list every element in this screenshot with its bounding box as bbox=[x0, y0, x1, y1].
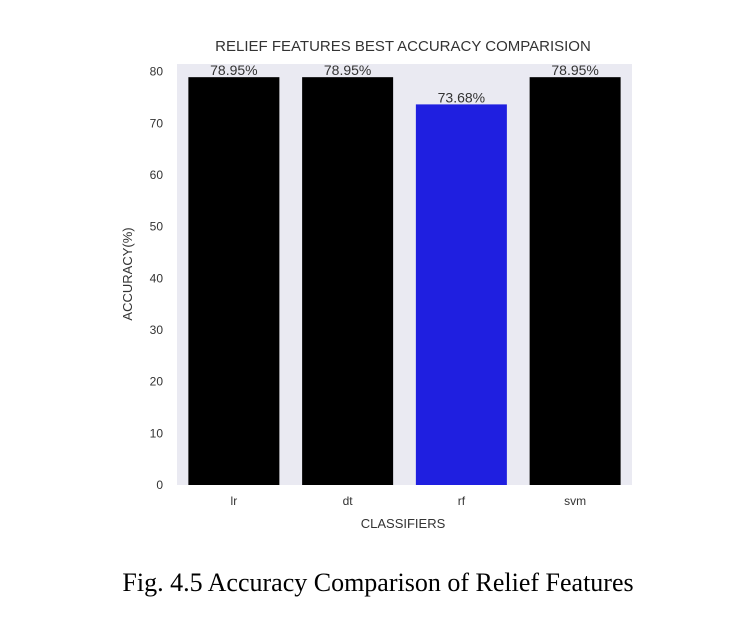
y-ticks: 0 10 20 30 40 50 60 70 80 bbox=[150, 65, 164, 492]
data-label-dt: 78.95% bbox=[324, 62, 371, 78]
y-tick-label: 70 bbox=[150, 116, 164, 130]
y-tick-label: 0 bbox=[156, 478, 163, 492]
bar-svm bbox=[529, 77, 621, 485]
figure-caption: Fig. 4.5 Accuracy Comparison of Relief F… bbox=[122, 568, 634, 597]
y-tick-label: 30 bbox=[150, 323, 164, 337]
x-tick-label-dt: dt bbox=[343, 494, 354, 508]
bar-rf bbox=[415, 104, 507, 486]
chart-title: RELIEF FEATURES BEST ACCURACY COMPARISIO… bbox=[215, 38, 591, 55]
data-label-rf: 73.68% bbox=[438, 89, 485, 105]
data-label-svm: 78.95% bbox=[551, 62, 598, 78]
bars bbox=[188, 77, 621, 486]
bar-chart: RELIEF FEATURES BEST ACCURACY COMPARISIO… bbox=[120, 38, 632, 531]
x-tick-label-rf: rf bbox=[458, 494, 466, 508]
y-axis-label: ACCURACY(%) bbox=[120, 227, 135, 320]
y-tick-label: 20 bbox=[150, 375, 164, 389]
x-tick-label-svm: svm bbox=[564, 494, 586, 508]
y-tick-label: 10 bbox=[150, 426, 164, 440]
data-labels: 78.95% 78.95% 73.68% 78.95% bbox=[210, 62, 599, 105]
bar-dt bbox=[302, 77, 394, 485]
x-axis-label: CLASSIFIERS bbox=[361, 516, 446, 531]
data-label-lr: 78.95% bbox=[210, 62, 257, 78]
x-tick-label-lr: lr bbox=[231, 494, 238, 508]
bar-lr bbox=[188, 77, 280, 485]
y-tick-label: 40 bbox=[150, 271, 164, 285]
y-tick-label: 50 bbox=[150, 220, 164, 234]
x-ticks: lr dt rf svm bbox=[231, 494, 587, 508]
y-tick-label: 60 bbox=[150, 168, 164, 182]
y-tick-label: 80 bbox=[150, 65, 164, 79]
